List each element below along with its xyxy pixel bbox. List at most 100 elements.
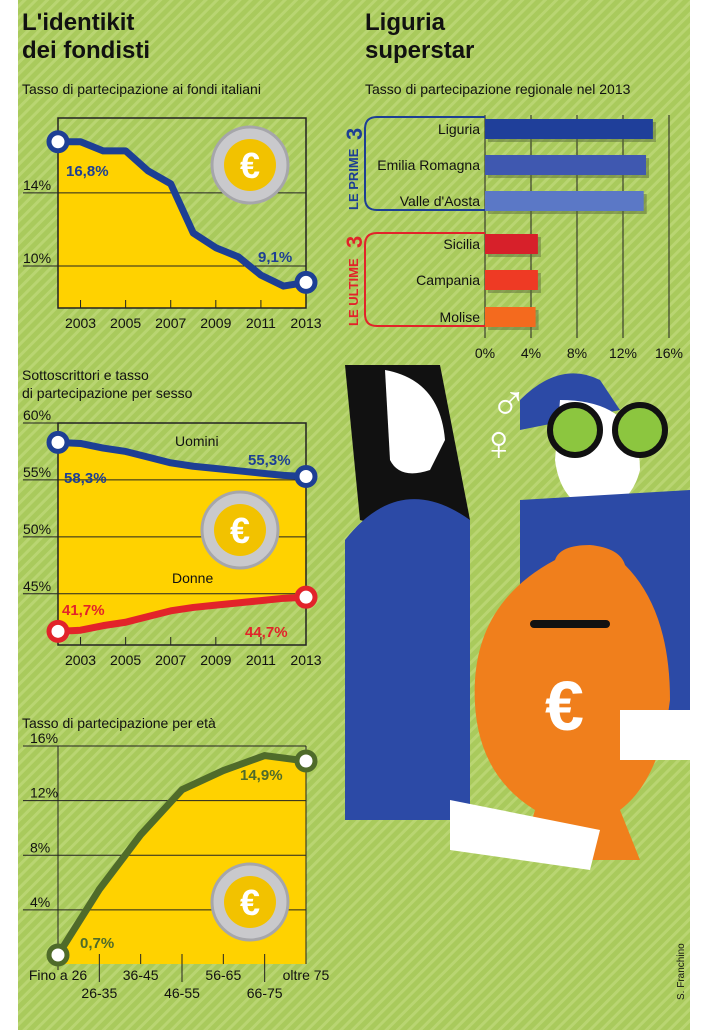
series-line-donne xyxy=(57,593,307,635)
series-label-donne: Donne xyxy=(172,570,213,586)
annotation: 44,7% xyxy=(245,624,288,641)
bar-label: Sicilia xyxy=(443,236,480,252)
x-tick-label: oltre 75 xyxy=(283,967,330,983)
x-tick-label: Fino a 26 xyxy=(29,967,88,983)
x-tick-label: 12% xyxy=(609,345,637,361)
x-tick-label: 2003 xyxy=(65,652,96,668)
y-tick-label: 8% xyxy=(30,839,50,855)
x-tick-label: 2005 xyxy=(110,652,141,668)
endpoint-marker xyxy=(46,943,70,967)
chart4-title: Tasso di partecipazione regionale nel 20… xyxy=(365,81,631,97)
y-tick-label: 14% xyxy=(23,177,51,193)
x-tick-label: 4% xyxy=(521,345,541,361)
y-tick-label: 4% xyxy=(30,894,50,910)
female-symbol-icon: ♀ xyxy=(480,415,518,471)
x-tick-label: 2007 xyxy=(155,315,186,331)
woman-body xyxy=(345,499,470,820)
x-tick-label: 2013 xyxy=(290,652,321,668)
y-tick-label: 12% xyxy=(30,785,58,801)
x-tick-label: 8% xyxy=(567,345,587,361)
man-hand xyxy=(620,710,690,760)
bar-liguria xyxy=(485,119,653,139)
bar-label: Emilia Romagna xyxy=(377,157,480,173)
annotation: 58,3% xyxy=(64,470,107,487)
chart-eta: 16% 12% 8% 4% Fino a 26 26-35 36-45 46-55 56-65 6… xyxy=(23,730,330,1001)
endpoint-marker xyxy=(294,749,318,773)
chart-partecipazione: 14% 10% 2003 2005 2007 2009 2011 2013 €16,8% 9,1% xyxy=(23,117,322,331)
x-tick-label: 66-75 xyxy=(247,985,283,1001)
euro-sign-icon: € xyxy=(545,667,584,745)
y-tick-label: 55% xyxy=(23,464,51,480)
chart-sesso: 60% 55% 50% 45% 2003 2005 2007 2009 2011 2013 € Uom… xyxy=(23,407,322,668)
euro-icon: € xyxy=(240,882,260,923)
endpoint-marker xyxy=(46,130,70,154)
piggy-bank xyxy=(474,545,670,860)
chart-regioni: 0% 4% 8% 12% 16% Liguria Emilia Romagna Valle d… xyxy=(342,115,683,361)
x-tick-label: 2011 xyxy=(246,315,276,331)
endpoint-marker xyxy=(294,585,318,609)
series-line xyxy=(55,752,307,957)
y-tick-label: 60% xyxy=(23,407,51,423)
x-tick-label: 16% xyxy=(655,345,683,361)
annotation: 41,7% xyxy=(62,602,105,619)
coin-slot xyxy=(530,620,610,628)
y-tick-label: 16% xyxy=(30,730,58,746)
chart3-title: Tasso di partecipazione per età xyxy=(22,715,216,731)
annotation: 55,3% xyxy=(248,452,291,469)
male-symbol-icon: ♂ xyxy=(490,375,528,431)
endpoint-marker xyxy=(46,430,70,454)
annotation-end: 14,9% xyxy=(240,767,283,784)
glasses-right xyxy=(612,402,668,458)
credit: S. Franchino xyxy=(676,943,687,1000)
annotation-end: 9,1% xyxy=(258,249,292,266)
bar-label: Liguria xyxy=(438,121,480,137)
bar-valle-d-aosta xyxy=(485,191,644,211)
x-tick-label: 56-65 xyxy=(205,967,241,983)
coin-center xyxy=(224,876,276,928)
group-number: 3 xyxy=(342,236,367,248)
x-tick-label: 46-55 xyxy=(164,985,200,1001)
bar-label: Molise xyxy=(440,309,481,325)
chart1-title: Tasso di partecipazione ai fondi italian… xyxy=(22,81,261,97)
plot-frame xyxy=(57,117,307,309)
x-tick-label: 2005 xyxy=(110,315,141,331)
illustration-savers: € ♀ ♂ xyxy=(345,365,690,870)
left-title-line1: L'identikit xyxy=(22,9,134,36)
euro-icon: € xyxy=(230,510,250,551)
coin-center xyxy=(224,139,276,191)
x-tick-label: 2009 xyxy=(200,315,231,331)
endpoint-marker xyxy=(46,619,70,643)
endpoint-marker xyxy=(294,270,318,294)
x-tick-label: 2009 xyxy=(200,652,231,668)
bar-molise xyxy=(485,307,536,327)
bar-label: Valle d'Aosta xyxy=(400,193,480,209)
group-number: 3 xyxy=(342,128,367,140)
glasses-left xyxy=(547,402,603,458)
euro-icon: € xyxy=(240,145,260,186)
series-line-tasso xyxy=(58,138,307,290)
woman-face xyxy=(385,370,445,474)
chart2-title-line2: di partecipazione per sesso xyxy=(22,385,193,401)
x-tick-label: 2011 xyxy=(246,652,276,668)
endpoint-marker xyxy=(294,465,318,489)
bar-label: Campania xyxy=(416,272,480,288)
right-title-line2: superstar xyxy=(365,37,474,64)
y-tick-label: 10% xyxy=(23,250,51,266)
woman-arm xyxy=(450,800,600,870)
right-title-line1: Liguria xyxy=(365,9,446,36)
left-title-line2: dei fondisti xyxy=(22,37,150,64)
bar-emilia-romagna xyxy=(485,155,646,175)
annotation-start: 0,7% xyxy=(80,935,114,952)
group-bracket-prime xyxy=(364,116,485,211)
series-label-uomini: Uomini xyxy=(175,433,219,449)
group-bracket-ultime xyxy=(364,232,485,327)
group-label: LE PRIME xyxy=(346,148,361,210)
series-line-uomini xyxy=(57,438,307,481)
y-tick-label: 50% xyxy=(23,521,51,537)
x-tick-label: 2013 xyxy=(290,315,321,331)
y-tick-label: 45% xyxy=(23,578,51,594)
coin-center xyxy=(214,504,266,556)
group-label: LE ULTIME xyxy=(346,258,361,326)
x-tick-label: 2003 xyxy=(65,315,96,331)
